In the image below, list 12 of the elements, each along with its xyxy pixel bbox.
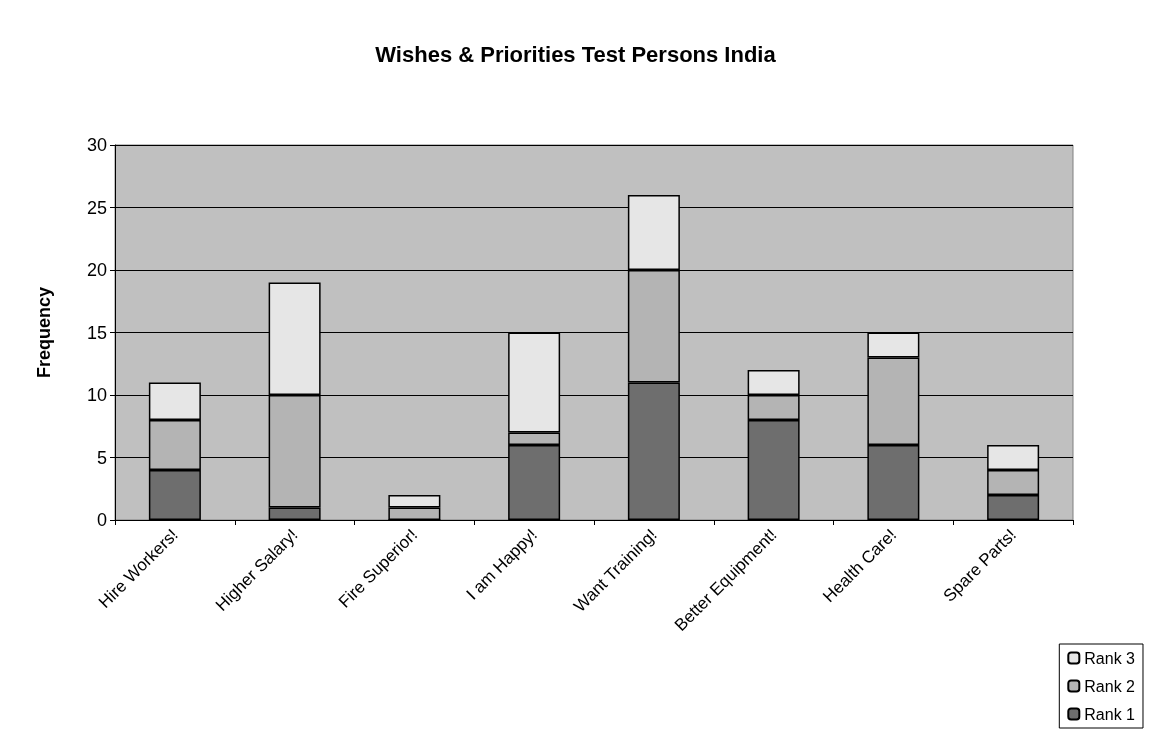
chart-title: Wishes & Priorities Test Persons India: [375, 41, 777, 67]
legend-label: Rank 3: [1084, 649, 1136, 667]
y-tick-label: 30: [86, 135, 107, 155]
y-tick-label: 5: [96, 447, 107, 468]
y-tick-label: 10: [86, 385, 107, 405]
y-tick-label: 20: [86, 260, 107, 280]
y-axis-title: Frequency: [34, 286, 54, 379]
y-tick-label: 25: [86, 197, 107, 218]
legend-label: Rank 1: [1084, 705, 1136, 723]
y-tick-label: 15: [86, 322, 107, 343]
legend-label: Rank 2: [1084, 677, 1136, 695]
y-tick-label: 0: [96, 510, 107, 530]
